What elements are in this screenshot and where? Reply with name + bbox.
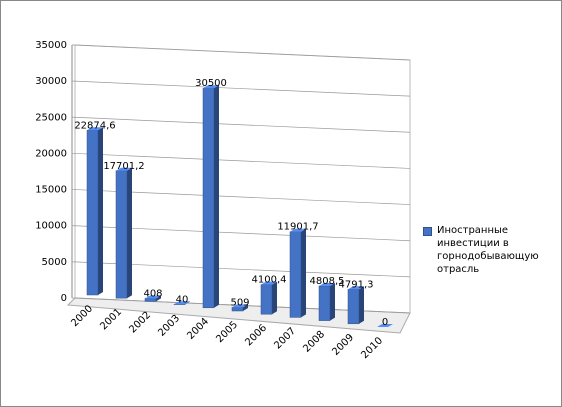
bar-top bbox=[203, 85, 219, 89]
bar-top bbox=[145, 295, 161, 299]
bar-top bbox=[348, 286, 364, 290]
bar-front bbox=[347, 289, 360, 325]
bar bbox=[115, 167, 132, 299]
bar-front bbox=[115, 170, 128, 299]
legend-label: Иностранные инвестиции в горнодобывающую… bbox=[437, 225, 539, 275]
y-tick-label: 15000 bbox=[35, 185, 67, 196]
data-label: 4808,5 bbox=[310, 276, 345, 287]
bar bbox=[86, 127, 103, 296]
bar-top bbox=[319, 282, 335, 286]
grid-line bbox=[72, 116, 411, 133]
bar-front bbox=[202, 87, 215, 309]
bar bbox=[173, 301, 190, 305]
bar bbox=[318, 282, 335, 321]
bar-top bbox=[290, 228, 306, 232]
bar-side bbox=[272, 281, 277, 315]
bar bbox=[260, 281, 277, 315]
bar-front bbox=[318, 285, 331, 321]
grid-line bbox=[72, 189, 411, 205]
bar-top bbox=[174, 301, 190, 305]
data-label: 0 bbox=[382, 317, 388, 328]
bar-side bbox=[243, 304, 248, 311]
bar bbox=[144, 295, 161, 302]
bar-side bbox=[127, 167, 132, 299]
y-tick-label: 10000 bbox=[35, 221, 67, 232]
data-label: 11901,7 bbox=[277, 222, 318, 233]
legend-swatch bbox=[423, 227, 432, 236]
bar-top bbox=[116, 167, 132, 171]
bar bbox=[231, 304, 248, 312]
data-label: 22874,6 bbox=[74, 120, 115, 131]
data-label: 509 bbox=[230, 297, 249, 308]
bar bbox=[377, 324, 393, 327]
grid-line bbox=[72, 153, 411, 169]
bar-side bbox=[156, 295, 161, 302]
grid-line bbox=[72, 44, 411, 61]
bar-side bbox=[330, 282, 335, 321]
grid-line bbox=[72, 80, 411, 97]
legend: Иностранные инвестиции в горнодобывающую… bbox=[423, 224, 548, 276]
bar-top bbox=[261, 281, 277, 285]
y-tick-label: 30000 bbox=[35, 76, 67, 87]
bar-side bbox=[214, 85, 219, 308]
data-label: 17701,2 bbox=[103, 161, 144, 172]
bar-top bbox=[87, 127, 103, 131]
bar-front bbox=[86, 130, 99, 296]
bar bbox=[202, 85, 219, 309]
bar-side bbox=[301, 228, 306, 318]
bar-top bbox=[232, 304, 248, 308]
y-tick-label: 20000 bbox=[35, 148, 67, 159]
bar-side bbox=[185, 301, 190, 305]
bar-side bbox=[359, 286, 364, 324]
data-label: 40 bbox=[176, 294, 189, 305]
y-tick-label: 0 bbox=[61, 293, 67, 304]
bar-side bbox=[98, 127, 103, 295]
data-label: 408 bbox=[143, 288, 162, 299]
y-tick-label: 5000 bbox=[42, 257, 67, 268]
bar-front bbox=[289, 231, 302, 318]
data-label: 30500 bbox=[195, 78, 227, 89]
y-tick-label: 25000 bbox=[35, 112, 67, 123]
bar-front bbox=[260, 284, 273, 315]
bar bbox=[347, 286, 364, 325]
data-label: 4791,3 bbox=[339, 279, 374, 290]
y-tick-label: 35000 bbox=[35, 40, 67, 51]
bar bbox=[289, 228, 306, 318]
bar-top bbox=[377, 324, 393, 327]
data-label: 4100,4 bbox=[252, 275, 287, 286]
